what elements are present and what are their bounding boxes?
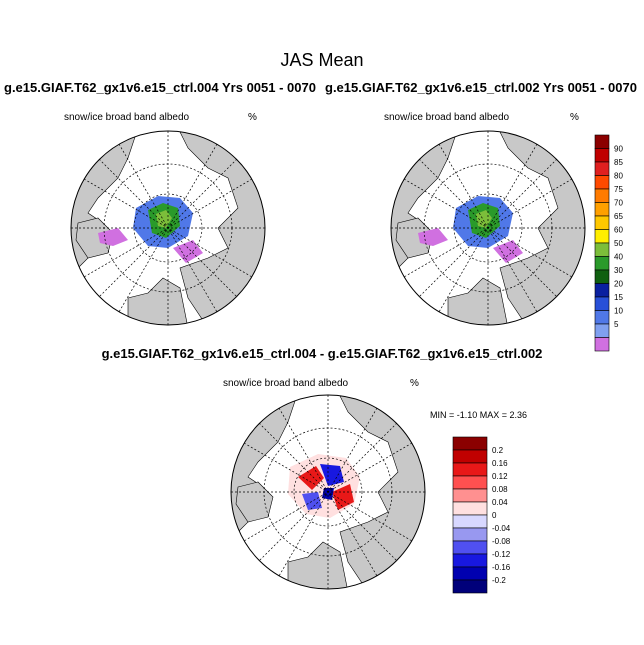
diff-colorbar-swatch	[452, 566, 488, 581]
diff-positive-patch	[298, 466, 324, 490]
albedo-colorbar-swatch	[594, 256, 610, 271]
diff-colorbar-swatch	[452, 540, 488, 555]
diff-colorbar-swatch	[452, 462, 488, 477]
left-units-label: %	[248, 112, 257, 123]
right-ice-fringe-2	[493, 240, 523, 263]
albedo-colorbar-swatch	[594, 188, 610, 203]
left-graticule	[71, 131, 265, 325]
diff-europe-land	[287, 541, 349, 589]
albedo-colorbar-swatch	[594, 229, 610, 244]
albedo-colorbar-swatch	[594, 337, 610, 352]
right-ice-fringe	[418, 228, 448, 246]
diff-colorbar-swatch	[452, 488, 488, 503]
albedo-colorbar-tick-label: 5	[614, 320, 619, 329]
diff-colorbar-tick-label: -0.2	[492, 576, 506, 585]
diff-colorbar-tick-label: -0.04	[492, 524, 511, 533]
albedo-colorbar-swatch	[594, 283, 610, 298]
left-run-title: g.e15.GIAF.T62_gx1v6.e15_ctrl.004 Yrs 00…	[4, 80, 316, 95]
right-variable-label: snow/ice broad band albedo	[384, 112, 510, 123]
albedo-colorbar-swatch	[594, 161, 610, 176]
left-polar-map	[70, 130, 266, 326]
albedo-colorbar-swatch	[594, 310, 610, 325]
diff-colorbar-tick-label: 0.04	[492, 498, 508, 507]
albedo-colorbar-swatch	[594, 148, 610, 163]
diff-colorbar-tick-label: 0.08	[492, 485, 508, 494]
diff-negative-patch	[320, 464, 344, 486]
diff-colorbar: 0.2 0.16 0.12 0.08 0.04 0 -0.04 -0.08 -0.12 -0.16…	[452, 436, 511, 594]
page-title: JAS Mean	[280, 50, 364, 70]
left-variable-label: snow/ice broad band albedo	[64, 112, 190, 123]
diff-colorbar-tick-label: 0.12	[492, 472, 508, 481]
diff-colorbar-tick-label: 0.16	[492, 459, 508, 468]
left-europe-land	[127, 277, 189, 325]
diff-graticule	[231, 395, 425, 589]
albedo-colorbar-tick-label: 20	[614, 280, 623, 289]
right-graticule	[391, 131, 585, 325]
right-europe-land	[447, 277, 509, 325]
diff-colorbar-swatch	[452, 436, 488, 451]
albedo-colorbar-swatch	[594, 323, 610, 338]
right-polar-map	[390, 130, 586, 326]
diff-colorbar-swatch	[452, 553, 488, 568]
diff-colorbar-tick-label: 0.2	[492, 446, 504, 455]
diff-colorbar-swatch	[452, 514, 488, 529]
left-ice-fringe	[98, 228, 128, 246]
albedo-colorbar-swatch	[594, 242, 610, 257]
albedo-colorbar-swatch	[594, 215, 610, 230]
diff-title: g.e15.GIAF.T62_gx1v6.e15_ctrl.004 - g.e1…	[101, 346, 543, 361]
diff-colorbar-tick-label: 0	[492, 511, 497, 520]
diff-colorbar-tick-label: -0.08	[492, 537, 511, 546]
diff-colorbar-swatch	[452, 527, 488, 542]
diff-units-label: %	[410, 378, 419, 389]
diff-variable-label: snow/ice broad band albedo	[223, 378, 349, 389]
diff-colorbar-swatch	[452, 449, 488, 464]
diff-positive-patch-2	[332, 484, 354, 510]
diff-colorbar-swatch	[452, 501, 488, 516]
albedo-colorbar-tick-label: 30	[614, 266, 623, 275]
diff-colorbar-swatch	[452, 579, 488, 594]
albedo-colorbar-swatch	[594, 296, 610, 311]
left-ice-fringe-2	[173, 240, 203, 263]
albedo-colorbar-tick-label: 80	[614, 172, 623, 181]
diff-colorbar-tick-label: -0.12	[492, 550, 511, 559]
albedo-colorbar-tick-label: 85	[614, 158, 623, 167]
albedo-colorbar-swatch	[594, 202, 610, 217]
albedo-colorbar-tick-label: 60	[614, 226, 623, 235]
albedo-colorbar-swatch	[594, 269, 610, 284]
diff-minmax-label: MIN = -1.10 MAX = 2.36	[430, 410, 528, 420]
albedo-colorbar-tick-label: 15	[614, 293, 623, 302]
albedo-colorbar-swatch	[594, 175, 610, 190]
albedo-colorbar-tick-label: 40	[614, 253, 623, 262]
diff-negative-patch-3	[322, 488, 334, 500]
right-run-title: g.e15.GIAF.T62_gx1v6.e15_ctrl.002 Yrs 00…	[325, 80, 637, 95]
albedo-colorbar: 90 85 80 75 70 65 60 50 40 30 20 15 10 5	[594, 134, 623, 352]
albedo-colorbar-tick-label: 70	[614, 199, 623, 208]
albedo-colorbar-tick-label: 65	[614, 212, 623, 221]
diff-colorbar-tick-label: -0.16	[492, 563, 511, 572]
albedo-colorbar-tick-label: 90	[614, 145, 623, 154]
diff-negative-patch-2	[302, 492, 322, 510]
albedo-colorbar-tick-label: 10	[614, 307, 623, 316]
albedo-colorbar-swatch	[594, 134, 610, 149]
right-units-label: %	[570, 112, 579, 123]
albedo-colorbar-tick-label: 50	[614, 239, 623, 248]
diff-polar-map	[230, 394, 426, 590]
diff-colorbar-swatch	[452, 475, 488, 490]
albedo-colorbar-tick-label: 75	[614, 185, 623, 194]
